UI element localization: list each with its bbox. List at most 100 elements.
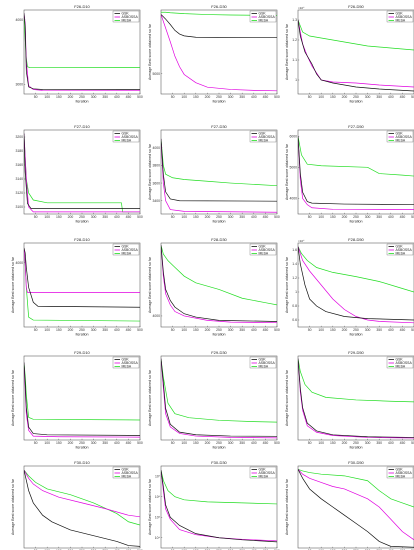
legend-label-asbossa: ASBOSSA <box>259 135 276 139</box>
x-tick-label: 450 <box>126 95 132 99</box>
x-tick-label: 50 <box>308 328 312 332</box>
x-tick-label: 250 <box>216 328 222 332</box>
panel-title: F29-D30 <box>211 350 227 355</box>
y-axis-label: Average Best score obtained so far <box>285 23 289 80</box>
panel-f28-d10: F28-D10 50 100 150 200 250 300 350 400 450 500 Iter… <box>11 237 143 337</box>
x-tick-label: 300 <box>91 441 97 445</box>
y-tick-label: 3600 <box>152 181 160 185</box>
x-tick-label: 450 <box>263 328 269 332</box>
legend-box <box>112 243 140 256</box>
y-tick-label: 3800 <box>152 164 160 168</box>
x-axis-label: Iteration <box>76 100 89 104</box>
x-tick-label: 100 <box>44 441 50 445</box>
series-line-mesa <box>161 470 277 505</box>
series-line-asbossa <box>24 469 140 518</box>
x-tick-label: 250 <box>353 95 359 99</box>
y-tick-label: 6000 <box>289 134 297 138</box>
legend-box <box>112 466 140 479</box>
panel-title: F30-D30 <box>211 460 227 465</box>
x-tick-label: 250 <box>79 95 85 99</box>
y-tick-label: 4000 <box>152 146 160 150</box>
x-tick-label: 350 <box>376 441 382 445</box>
series-line-gsk <box>161 245 277 322</box>
x-tick-label: 200 <box>205 215 211 219</box>
series-line-gsk <box>298 136 414 206</box>
series-line-gsk <box>298 19 414 92</box>
panel-title: F27-D30 <box>211 124 227 129</box>
plot-frame <box>160 129 278 215</box>
legend-box <box>386 466 414 479</box>
x-tick-label: 500 <box>137 95 143 99</box>
series-line-mesa <box>24 13 140 68</box>
x-tick-label: 50 <box>171 215 175 219</box>
series-line-mesa <box>298 246 414 293</box>
y-axis-label: Average Best score obtained so far <box>148 23 152 80</box>
series-line-mesa <box>24 469 140 526</box>
x-tick-label: 250 <box>79 441 85 445</box>
y-tick-label: 10⁴ <box>155 536 161 540</box>
legend-label-mesa: MESA <box>122 139 132 143</box>
series-line-mesa <box>298 136 414 177</box>
x-tick-label: 250 <box>216 215 222 219</box>
x-tick-label: 200 <box>205 441 211 445</box>
x-tick-label: 100 <box>181 215 187 219</box>
series-line-asbossa <box>298 136 414 210</box>
x-tick-label: 200 <box>68 95 74 99</box>
x-tick-label: 400 <box>251 95 257 99</box>
panel-title: F30-D50 <box>348 460 364 465</box>
x-tick-label: 100 <box>44 95 50 99</box>
series-line-gsk <box>24 362 140 436</box>
x-tick-label: 450 <box>126 328 132 332</box>
legend-label-gsk: GSK <box>259 358 267 362</box>
legend-label-gsk: GSK <box>122 468 130 472</box>
legend-label-gsk: GSK <box>122 358 130 362</box>
x-tick-label: 150 <box>330 95 336 99</box>
legend-box <box>112 130 140 143</box>
y-tick-label: 1.1 <box>292 58 297 62</box>
x-tick-label: 150 <box>56 215 62 219</box>
y-axis-label: Average Best score obtained so far <box>285 143 289 200</box>
series-line-gsk <box>298 246 414 321</box>
x-tick-label: 500 <box>274 95 280 99</box>
legend-label-gsk: GSK <box>122 12 130 16</box>
x-tick-label: 400 <box>388 328 394 332</box>
x-tick-label: 200 <box>205 95 211 99</box>
x-tick-label: 350 <box>102 441 108 445</box>
series-line-mesa <box>161 358 277 423</box>
legend-label-mesa: MESA <box>396 475 406 479</box>
plot-frame <box>297 242 414 328</box>
x-tick-label: 200 <box>68 328 74 332</box>
x-tick-label: 150 <box>56 328 62 332</box>
series-line-asbossa <box>161 14 277 92</box>
series-line-gsk <box>298 469 414 548</box>
legend-label-gsk: GSK <box>396 245 404 249</box>
x-tick-label: 450 <box>263 441 269 445</box>
panel-title: F30-D10 <box>74 460 90 465</box>
x-tick-label: 500 <box>137 328 143 332</box>
y-tick-label: 1.6 <box>292 248 297 252</box>
x-tick-label: 450 <box>126 441 132 445</box>
y-tick-label: 0.6 <box>292 318 297 322</box>
legend-label-gsk: GSK <box>396 358 404 362</box>
plot-frame <box>160 242 278 328</box>
legend-label-asbossa: ASBOSSA <box>259 471 276 475</box>
y-exponent-label: ×10⁴ <box>298 6 305 10</box>
x-tick-label: 400 <box>251 215 257 219</box>
x-tick-label: 300 <box>228 328 234 332</box>
series-line-asbossa <box>161 358 277 439</box>
plot-frame <box>160 9 278 95</box>
x-tick-label: 450 <box>263 95 269 99</box>
legend-label-gsk: GSK <box>396 132 404 136</box>
x-tick-label: 100 <box>318 215 324 219</box>
x-tick-label: 450 <box>400 328 406 332</box>
x-tick-label: 400 <box>251 441 257 445</box>
plot-frame <box>160 355 278 441</box>
legend-box <box>386 10 414 23</box>
x-tick-label: 350 <box>102 328 108 332</box>
y-tick-label: 1 <box>295 290 297 294</box>
legend-label-mesa: MESA <box>396 19 406 23</box>
x-axis-label: Iteration <box>213 333 226 337</box>
y-axis-label: Average Best score obtained so far <box>148 478 152 535</box>
x-tick-label: 50 <box>34 441 38 445</box>
series-line-mesa <box>298 358 414 403</box>
